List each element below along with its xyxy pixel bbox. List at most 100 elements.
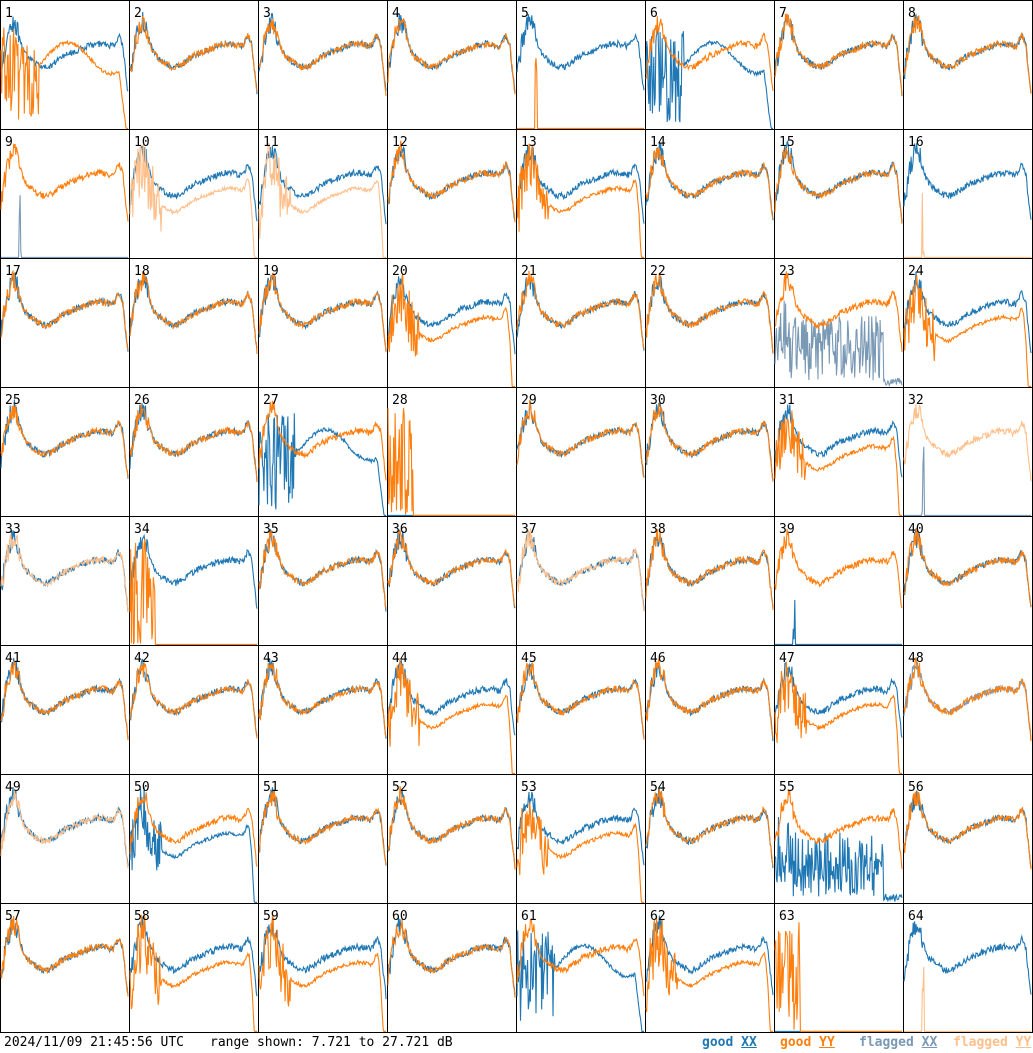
panel-27: 27 [258,387,388,517]
panel-26: 26 [129,387,259,517]
panel-56: 56 [903,774,1033,904]
panel-label: 31 [779,393,795,408]
panel-label: 38 [650,522,666,537]
panel-label: 19 [263,264,279,279]
series-yy-line [0,143,129,222]
series-yy-line [516,399,645,478]
series-xx-line [1,195,128,258]
panel-45: 45 [516,645,646,775]
panel-label: 63 [779,909,795,924]
legend-flagged-yy: flagged YY [953,1035,1032,1050]
panel-frame [129,903,259,1033]
panel-11: 11 [258,129,388,259]
panel-label: 40 [908,522,924,537]
panel-frame [903,903,1033,1033]
series-yy-line [0,269,129,350]
panel-label: 18 [134,264,150,279]
series-yy-line [258,400,387,481]
series-yy-line [0,533,129,613]
series-xx-line [516,13,645,91]
panel-frame [0,903,130,1033]
panel-frame [387,129,517,259]
panel-42: 42 [129,645,259,775]
panel-21: 21 [516,258,646,388]
series-xx-line [903,921,1032,995]
series-yy-line [129,662,258,739]
panel-frame [387,516,517,646]
panel-label: 44 [392,651,408,666]
series-yy-line [0,27,128,129]
panel-38: 38 [645,516,775,646]
panel-30: 30 [645,387,775,517]
series-yy-line [645,658,774,739]
panel-frame [129,387,259,517]
series-yy-line [516,802,644,903]
panel-31: 31 [774,387,904,517]
panel-frame [129,0,259,130]
panel-label: 59 [263,909,279,924]
series-yy-line [645,915,773,1032]
panel-48: 48 [903,645,1033,775]
panel-label: 13 [521,135,537,150]
series-xx-line [129,916,258,997]
panel-frame [258,516,388,646]
panel-23: 23 [774,258,904,388]
panel-label: 21 [521,264,537,279]
panel-50: 50 [129,774,259,904]
panel-frame [645,516,775,646]
panel-40: 40 [903,516,1033,646]
panel-35: 35 [258,516,388,646]
panel-label: 60 [392,909,408,924]
panel-label: 15 [779,135,795,150]
series-yy-line [903,275,1031,387]
panel-25: 25 [0,387,130,517]
series-xx-line [774,404,903,478]
panel-label: 49 [5,780,21,795]
panel-label: 33 [5,522,21,537]
panel-label: 11 [263,135,279,150]
panel-1: 1 [0,0,130,130]
series-yy-line [0,788,129,869]
panel-frame [903,129,1033,259]
series-xx-line [774,816,903,903]
panel-label: 58 [134,909,150,924]
panel-16: 16 [903,129,1033,259]
series-yy-line [258,19,387,96]
series-yy-line [774,271,903,352]
series-yy-line [516,143,644,258]
series-yy-line [774,13,903,96]
panel-label: 37 [521,522,537,537]
panel-frame [645,258,775,388]
panel-label: 12 [392,135,408,150]
panel-frame [0,774,130,904]
panel-62: 62 [645,903,775,1033]
panel-label: 9 [5,135,13,150]
panel-frame [516,903,646,1033]
panel-43: 43 [258,645,388,775]
series-yy-line [903,527,1032,607]
panel-20: 20 [387,258,517,388]
panel-frame [129,258,259,388]
series-yy-line [904,193,1031,258]
panel-22: 22 [645,258,775,388]
panel-frame [774,0,904,130]
series-yy-line [774,529,903,609]
panel-label: 26 [134,393,150,408]
series-xx-line [258,787,387,866]
series-yy-line [258,530,387,609]
panel-label: 35 [263,522,279,537]
panel-63: 63 [774,903,904,1033]
panel-2: 2 [129,0,259,130]
series-yy-line [387,658,515,774]
panel-29: 29 [516,387,646,517]
panel-47: 47 [774,645,904,775]
panel-frame [516,258,646,388]
panel-frame [258,258,388,388]
panel-label: 23 [779,264,795,279]
series-yy-line [904,966,1031,1032]
panel-55: 55 [774,774,904,904]
panel-53: 53 [516,774,646,904]
series-xx-line [129,786,257,903]
series-yy-line [387,786,516,870]
series-yy-line [903,403,1032,482]
